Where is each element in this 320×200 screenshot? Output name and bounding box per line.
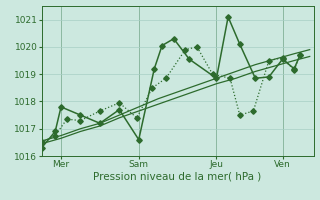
X-axis label: Pression niveau de la mer( hPa ): Pression niveau de la mer( hPa ): [93, 172, 262, 182]
